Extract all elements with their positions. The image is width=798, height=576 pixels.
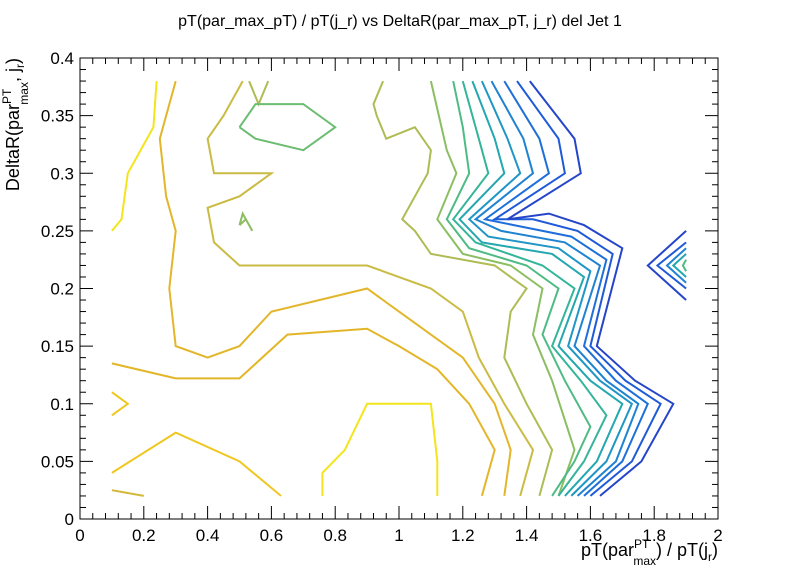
contour-line [111, 81, 158, 232]
contour-line [681, 259, 687, 272]
contour-line [506, 80, 675, 497]
x-tick-label: 1.8 [642, 526, 666, 545]
y-tick-label: 0.15 [41, 337, 74, 356]
x-axis-label: pT(parPT max) / pT(jr) [581, 537, 718, 568]
y-axis-ticks: 0 0.05 0.1 0.15 0.2 0.25 0.3 0.35 0.4 [41, 49, 718, 529]
x-tick-label: 2 [713, 526, 722, 545]
contour-line [111, 327, 496, 497]
x-tick-label: 1.6 [579, 526, 603, 545]
contour-line [158, 80, 512, 497]
contour-line [206, 80, 535, 497]
y-tick-label: 0 [65, 510, 74, 529]
contour-line [482, 80, 650, 497]
x-tick-label: 0.4 [196, 526, 220, 545]
x-tick-label: 0.8 [323, 526, 347, 545]
y-tick-label: 0.3 [50, 164, 74, 183]
y-tick-label: 0.4 [50, 49, 74, 68]
x-tick-label: 0.2 [132, 526, 156, 545]
contour-line [451, 80, 608, 497]
contour-line [372, 80, 554, 497]
contour-line [238, 103, 337, 152]
plot-frame [79, 57, 719, 520]
x-tick-label: 1 [394, 526, 403, 545]
y-tick-label: 0.25 [41, 222, 74, 241]
x-tick-label: 1.2 [451, 526, 475, 545]
contour-line [671, 253, 687, 278]
contour-lines [111, 80, 687, 497]
y-tick-label: 0.05 [41, 452, 74, 471]
contour-line [445, 80, 592, 497]
contour-line [458, 80, 624, 497]
contour-line [665, 247, 687, 284]
y-tick-label: 0.1 [50, 395, 74, 414]
contour-line [111, 431, 282, 497]
chart-title: pT(par_max_pT) / pT(j_r) vs DeltaR(par_m… [178, 13, 622, 30]
contour-line [111, 391, 130, 417]
contour-line [238, 210, 254, 232]
contour-line [491, 80, 662, 497]
y-axis-label: DeltaR(parPT max, jr) [0, 58, 31, 191]
y-tick-label: 0.2 [50, 280, 74, 299]
contour-line [111, 489, 144, 497]
x-tick-label: 1.4 [515, 526, 539, 545]
contour-line [248, 80, 270, 107]
x-axis-ticks: 0 0.2 0.4 0.6 0.8 1 1.2 1.4 1.6 1.8 2 [75, 58, 723, 545]
contour-line [473, 80, 640, 497]
contour-line [655, 241, 687, 290]
contour-line [321, 402, 439, 496]
contour-line [467, 80, 634, 497]
x-tick-label: 0 [75, 526, 84, 545]
y-tick-label: 0.35 [41, 107, 74, 126]
x-tick-label: 0.6 [260, 526, 284, 545]
contour-line [646, 230, 687, 301]
contour-line [429, 80, 576, 497]
